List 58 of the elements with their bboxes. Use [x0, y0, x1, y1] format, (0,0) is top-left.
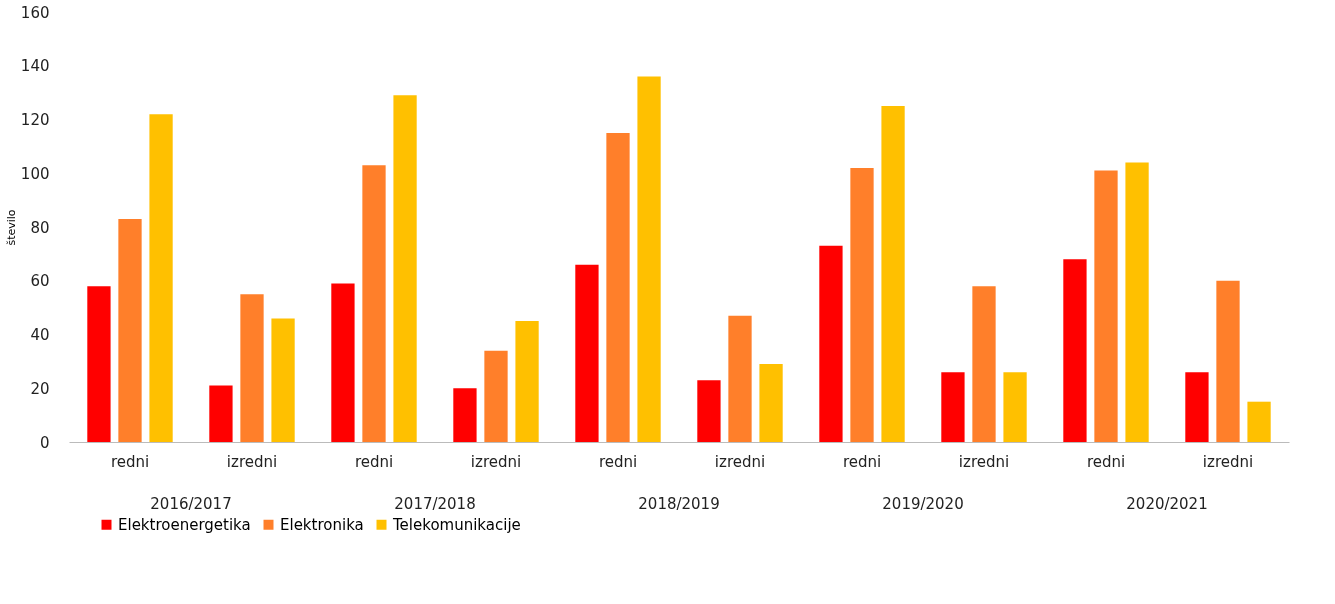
bar: [697, 380, 721, 442]
y-tick-label: 20: [30, 379, 50, 398]
y-tick-label: 140: [20, 57, 50, 76]
bar: [637, 76, 661, 442]
x-tick-label: redni: [110, 452, 150, 471]
x-tick-label: redni: [842, 452, 882, 471]
x-tick-label: redni: [354, 452, 394, 471]
x-tick-label: izredni: [226, 452, 278, 471]
bar: [1247, 401, 1271, 442]
text: 2016/2017: [150, 495, 232, 513]
bar: [362, 165, 386, 442]
bar: [271, 318, 295, 442]
bar: [759, 364, 783, 442]
bar: [575, 264, 599, 442]
bar: [331, 283, 355, 442]
x-tick-label: izredni: [470, 452, 522, 471]
bar: [118, 218, 142, 442]
bar: [1003, 372, 1027, 442]
bar: [819, 245, 843, 442]
bar: [1094, 170, 1118, 442]
y-tick-label: 100: [20, 164, 50, 183]
bar: [972, 286, 996, 442]
bar: [484, 350, 508, 442]
y-tick-label: 60: [30, 272, 50, 291]
text: 2017/2018: [394, 495, 476, 513]
bar: [606, 132, 630, 442]
bar: [728, 315, 752, 442]
x-tick-label: izredni: [714, 452, 766, 471]
text: 2020/2021: [1126, 495, 1208, 513]
x-tick-label: redni: [598, 452, 638, 471]
y-tick-label: 40: [30, 326, 50, 344]
text: 2019/2020: [882, 495, 964, 513]
text: 2018/2019: [638, 495, 720, 513]
bar: [149, 114, 173, 442]
x-tick-label: redni: [1086, 452, 1126, 471]
bar: [240, 294, 264, 442]
bar: [881, 106, 905, 442]
legend-label: Elektronika: [280, 515, 364, 534]
bar: [87, 286, 111, 442]
bar: [1216, 280, 1240, 442]
y-tick-label: 0: [39, 433, 50, 452]
bar: [1125, 162, 1149, 442]
bar: [515, 321, 539, 442]
y-axis-title: število: [4, 209, 18, 246]
bar: [850, 167, 874, 442]
bar: [453, 388, 477, 442]
bar: [941, 372, 965, 442]
bar: [393, 95, 417, 442]
y-tick-label: 120: [20, 111, 50, 129]
bar: [1185, 372, 1209, 442]
x-tick-label: izredni: [1202, 452, 1254, 471]
legend-label: Elektroenergetika: [118, 515, 251, 534]
x-tick-label: izredni: [958, 452, 1010, 471]
bar: [209, 385, 233, 442]
legend-label: Telekomunikacije: [392, 515, 521, 534]
y-tick-label: 80: [30, 218, 50, 237]
y-tick-label: 160: [20, 3, 50, 22]
bar: [1063, 259, 1087, 442]
